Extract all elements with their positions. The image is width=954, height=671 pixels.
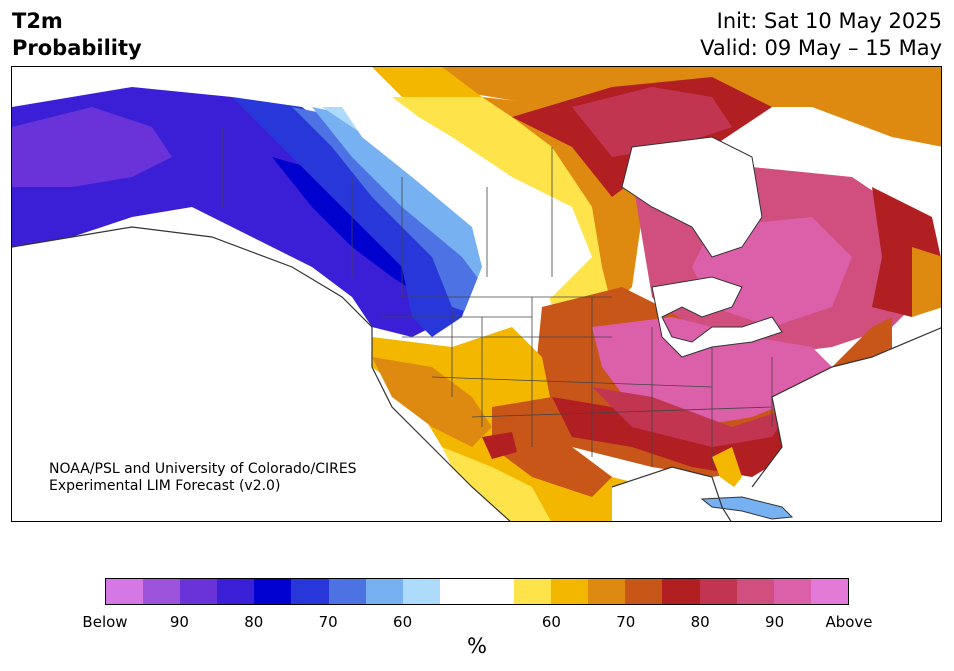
colorbar-cell — [365, 579, 403, 604]
political-borders — [221, 127, 773, 467]
colorbar-unit: % — [467, 634, 487, 658]
region-texas-red — [482, 432, 517, 459]
region-neutral — [342, 107, 592, 317]
pacific-ocean — [12, 227, 510, 521]
colorbar-cell — [588, 579, 626, 604]
region-pnw-medium — [292, 107, 492, 317]
colorbar-cell — [328, 579, 366, 604]
region-alaska-violet — [12, 107, 172, 187]
colorbar-cell — [217, 579, 255, 604]
colorbar-cell — [439, 579, 477, 604]
map-svg — [12, 67, 941, 521]
colorbar-cell — [551, 579, 589, 604]
colorbar-tick-label: Above — [825, 613, 873, 631]
region-florida — [712, 447, 742, 487]
region-arctic-warm — [372, 67, 941, 147]
credit-text: NOAA/PSL and University of Colorado/CIRE… — [49, 461, 357, 495]
colorbar-cell — [736, 579, 774, 604]
colorbar-cell — [773, 579, 811, 604]
colorbar-tick-label: 80 — [244, 613, 264, 631]
great-lakes — [651, 276, 783, 358]
colorbar-tick-label: 60 — [541, 613, 561, 631]
coastline — [12, 226, 941, 521]
probability-colorbar — [105, 578, 849, 605]
forecast-map — [11, 66, 942, 522]
colorbar-tick-label: 70 — [318, 613, 338, 631]
colorbar-tick-label: 90 — [765, 613, 785, 631]
colorbar-tick-label: 70 — [616, 613, 636, 631]
colorbar-cell — [180, 579, 218, 604]
gulf-of-mexico — [612, 467, 722, 521]
colorbar-tick-label: 90 — [169, 613, 189, 631]
variable-title: T2m Probability — [12, 9, 142, 60]
init-date: Init: Sat 10 May 2025 — [716, 9, 942, 33]
colorbar-cell — [106, 579, 144, 604]
region-mexico-yellow — [442, 447, 551, 521]
colorbar-cell — [662, 579, 700, 604]
credit-line-2: Experimental LIM Forecast (v2.0) — [49, 478, 281, 494]
colorbar-cell — [625, 579, 663, 604]
colorbar-tick-label: 60 — [393, 613, 413, 631]
region-southeast-rose — [592, 387, 792, 447]
valid-dates: Valid: 09 May – 15 May — [700, 36, 942, 60]
probability-fields — [12, 67, 941, 521]
region-texas-warm — [492, 397, 612, 497]
colorbar-cell — [514, 579, 552, 604]
cuba — [700, 496, 794, 520]
colorbar-cell — [699, 579, 737, 604]
region-maritimes-orange — [912, 247, 941, 317]
colorbar-cell — [402, 579, 440, 604]
colorbar-cell — [810, 579, 848, 604]
hudson-bay — [621, 136, 763, 258]
region-southwest-orange — [372, 357, 492, 447]
colorbar-cell — [476, 579, 515, 604]
date-header: Init: Sat 10 May 2025 Valid: 09 May – 15… — [700, 8, 942, 62]
colorbar-cell — [291, 579, 329, 604]
colorbar-cell — [254, 579, 292, 604]
region-canada-lightblue — [312, 107, 522, 297]
colorbar-cell — [143, 579, 181, 604]
colorbar-tick-label: Below — [82, 613, 128, 631]
atlantic-ocean — [733, 327, 941, 521]
colorbar-tick-label: 80 — [690, 613, 710, 631]
credit-line-1: NOAA/PSL and University of Colorado/CIRE… — [49, 461, 357, 477]
